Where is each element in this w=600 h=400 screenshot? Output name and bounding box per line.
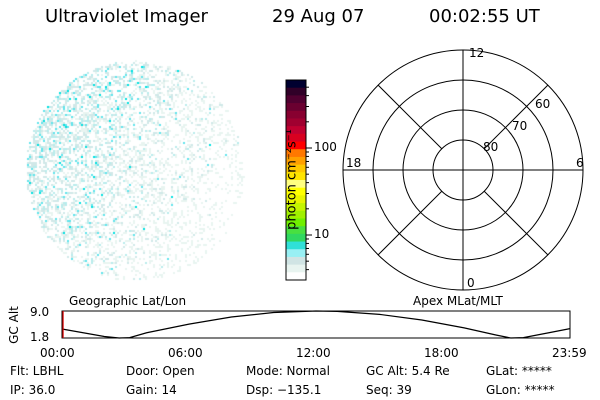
colorbar-swatch [286,203,306,212]
colorbar-swatch [286,141,306,150]
colorbar-frame [285,79,307,281]
colorbar-swatch [286,272,306,281]
ip-status: IP: 36.0 [10,383,56,397]
apex-label: Apex MLat/MLT [413,294,503,308]
filter-status: Flt: LBHL [10,364,64,378]
instrument-title: Ultraviolet Imager [45,6,208,27]
colorbar-swatch [286,87,306,96]
colorbar-swatch [286,218,306,227]
colorbar-swatch [286,110,306,119]
glat-status: GLat: ***** [486,364,552,378]
colorbar-swatch [286,149,306,158]
colorbar-swatch [286,226,306,235]
geographic-label: Geographic Lat/Lon [69,294,187,308]
mlt-diagonal [377,190,443,256]
colorbar-swatch [286,126,306,135]
colorbar-swatch [286,156,306,166]
y-axis-label: GC Alt [7,306,21,344]
colorbar-swatch [286,233,306,243]
altitude-line [61,310,571,339]
lat-label-70: 70 [512,119,528,133]
ytick-label: 1.8 [30,330,50,344]
colorbar-tick-10: 10 [314,227,330,241]
seq-status: Seq: 39 [366,383,412,397]
xtick-label: 23:59 [552,346,587,360]
mlt-label-12: 12 [469,46,485,60]
door-status: Door: Open [126,364,195,378]
colorbar-swatch [286,256,306,266]
colorbar-swatch [286,118,306,127]
lat-label-80: 80 [483,140,499,154]
colorbar-swatch [286,210,306,219]
colorbar-swatch [286,95,306,104]
gain-status: Gain: 14 [126,383,177,397]
colorbar-swatch [286,80,306,89]
xtick-label: 06:00 [168,346,203,360]
dsp-status: Dsp: −135.1 [246,383,322,397]
mode-status: Mode: Normal [246,364,330,378]
colorbar-label: photon cm⁻²s⁻¹ [284,129,300,230]
colorbar-swatch [286,133,306,143]
time-label: 00:02:55 UT [429,6,540,27]
xtick-label: 18:00 [424,346,459,360]
ytick-label: 9.0 [30,305,50,319]
colorbar-swatch [286,195,306,204]
lat-label-60: 60 [535,97,551,111]
colorbar-swatch [286,187,306,196]
colorbar-swatch [286,249,306,258]
glon-status: GLon: ***** [486,383,555,397]
colorbar-swatch [286,103,306,112]
colorbar-swatch [286,172,306,181]
mlt-diagonal [377,84,443,150]
xtick-label: 12:00 [296,346,331,360]
mlt-label-18: 18 [346,156,362,170]
mlt-diagonal [483,190,549,256]
colorbar-tick-100: 100 [314,140,337,154]
colorbar-swatch [286,164,306,173]
colorbar-swatch [286,180,306,189]
colorbar-swatch [286,241,306,250]
mlt-label-6: 6 [576,156,584,170]
colorbar-swatch [286,264,306,273]
xtick-label: 00:00 [40,346,75,360]
mlt-label-0: 0 [467,276,475,290]
gc-alt-status: GC Alt: 5.4 Re [366,364,450,378]
date-label: 29 Aug 07 [272,6,365,27]
mlt-diagonal [483,84,549,150]
